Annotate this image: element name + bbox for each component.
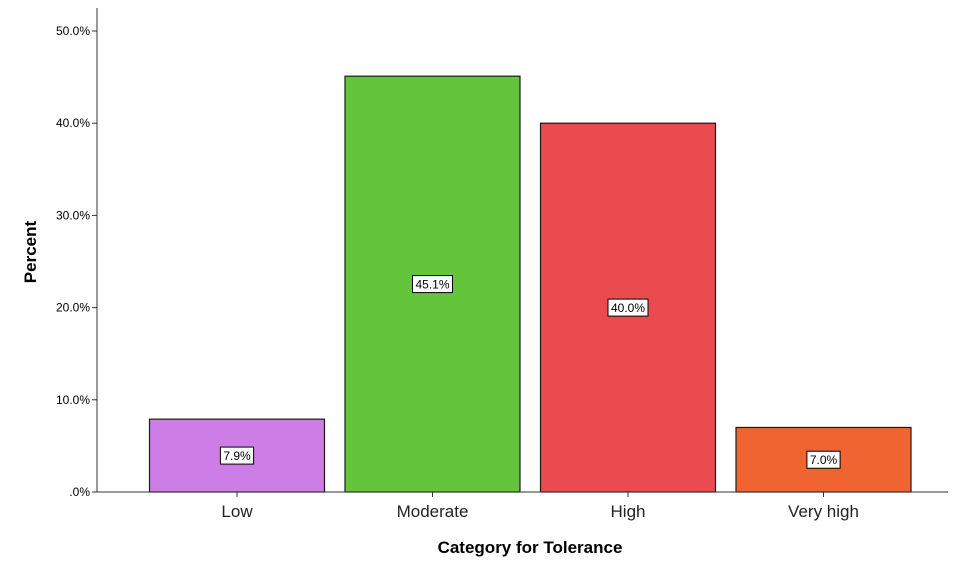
y-tick-label: 30.0% — [56, 208, 90, 222]
y-tick-label: 40.0% — [56, 116, 90, 130]
data-label-box — [219, 446, 255, 465]
y-tick-label: 50.0% — [56, 24, 90, 38]
data-label-box — [607, 298, 649, 317]
x-category-label: Moderate — [397, 502, 469, 521]
x-category-label: High — [611, 502, 646, 521]
data-labels-group: 7.9% 45.1% 40.0% 7.0% — [219, 275, 841, 469]
y-tick-label: .0% — [69, 485, 90, 499]
y-axis-title: Percent — [21, 220, 40, 283]
data-label: 40.0% — [611, 301, 645, 315]
data-label-box — [806, 450, 841, 469]
x-axis-categories: Low Moderate High Very high — [221, 492, 859, 521]
data-label: 7.0% — [810, 453, 838, 467]
x-category-label: Very high — [788, 502, 859, 521]
data-label: 45.1% — [415, 278, 449, 292]
bars-group — [148, 75, 912, 493]
data-label: 7.9% — [223, 449, 251, 463]
x-category-label: Low — [221, 502, 253, 521]
y-axis-ticks: .0% 10.0% 20.0% 30.0% 40.0% 50.0% — [56, 24, 97, 499]
y-tick-label: 20.0% — [56, 301, 90, 315]
data-label-box — [412, 275, 453, 294]
x-axis-title: Category for Tolerance — [438, 538, 623, 557]
y-tick-label: 10.0% — [56, 393, 90, 407]
